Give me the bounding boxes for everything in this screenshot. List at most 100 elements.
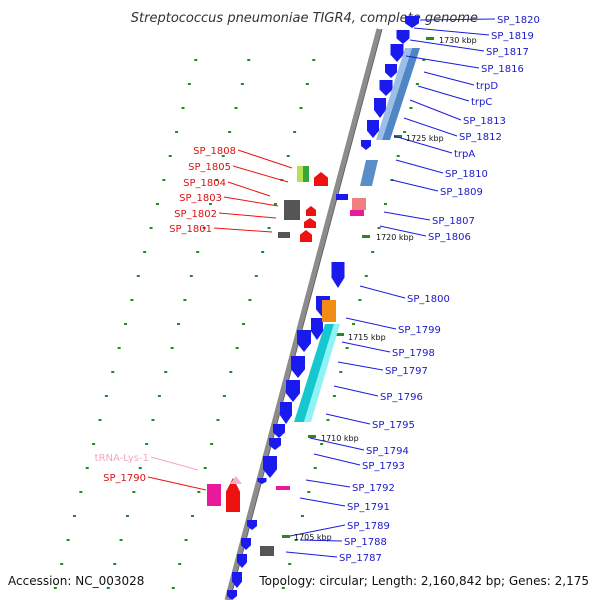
plus-strand-gene-arrow <box>405 16 419 28</box>
guide-dot <box>72 515 76 517</box>
map-title: Streptococcus pneumoniae TIGR4, complete… <box>131 11 478 26</box>
gene-label-sp-1802[interactable]: SP_1802 <box>174 209 217 220</box>
plus-strand-gene-arrow <box>297 330 311 352</box>
guide-dot <box>138 467 142 469</box>
plus-strand-gene-arrow <box>374 98 386 118</box>
guide-dot <box>189 275 193 277</box>
gene-label-trpa[interactable]: trpA <box>454 149 475 160</box>
gene-label-sp-1795[interactable]: SP_1795 <box>372 420 415 431</box>
guide-dot <box>396 155 400 157</box>
guide-dot <box>117 347 121 349</box>
kbp-tick-mark <box>336 333 344 336</box>
gene-label-sp-1800[interactable]: SP_1800 <box>407 294 450 305</box>
guide-dot <box>300 515 304 517</box>
right-label-leader <box>395 159 444 174</box>
gene-label-sp-1801[interactable]: SP_1801 <box>169 224 212 235</box>
gene-label-sp-1796[interactable]: SP_1796 <box>380 392 423 403</box>
guide-dot <box>305 83 309 85</box>
guide-dot <box>312 59 316 61</box>
right-label-leader <box>383 211 431 221</box>
gene-label-trpc[interactable]: trpC <box>471 97 492 108</box>
plus-strand-gene-arrow <box>237 554 247 568</box>
gene-label-sp-1804[interactable]: SP_1804 <box>183 178 226 189</box>
guide-dot <box>155 203 159 205</box>
right-label-leader <box>299 539 343 542</box>
gene-label-sp-1787[interactable]: SP_1787 <box>339 553 382 564</box>
right-label-leader <box>391 179 439 192</box>
gene-label-sp-1788[interactable]: SP_1788 <box>344 537 387 548</box>
gene-label-sp-1803[interactable]: SP_1803 <box>179 193 222 204</box>
guide-dot <box>98 419 102 421</box>
gene-label-sp-1816[interactable]: SP_1816 <box>481 64 524 75</box>
guide-dot <box>422 59 426 61</box>
gene-label-sp-1820[interactable]: SP_1820 <box>497 15 540 26</box>
plus-strand-gene-arrow <box>291 356 305 378</box>
guide-dot <box>358 299 362 301</box>
left-label-leader <box>223 196 279 207</box>
right-label-leader <box>359 285 406 299</box>
kbp-tick-mark <box>394 135 402 138</box>
guide-dot <box>136 275 140 277</box>
gene-label-sp-1799[interactable]: SP_1799 <box>398 325 441 336</box>
guide-dot <box>339 371 343 373</box>
right-label-leader <box>409 99 462 121</box>
guide-dot <box>234 107 238 109</box>
left-label-leader <box>227 181 271 197</box>
sp-1792-gene <box>276 486 290 490</box>
gene-label-trpd[interactable]: trpD <box>476 81 498 92</box>
gene-label-sp-1819[interactable]: SP_1819 <box>491 31 534 42</box>
sp-1807b-gene <box>336 194 348 200</box>
guide-dot <box>178 563 182 565</box>
gene-label-sp-1806[interactable]: SP_1806 <box>428 232 471 243</box>
genome-backbone <box>224 28 382 600</box>
gene-label-sp-1792[interactable]: SP_1792 <box>352 483 395 494</box>
sp-1799-gene <box>322 300 336 322</box>
guide-dot <box>313 467 317 469</box>
guide-dot <box>267 227 271 229</box>
sp-1806-gene <box>350 210 364 216</box>
gene-label-sp-1807[interactable]: SP_1807 <box>432 216 475 227</box>
right-label-leader <box>289 524 346 537</box>
guide-dot <box>162 179 166 181</box>
gene-label-sp-1812[interactable]: SP_1812 <box>459 132 502 143</box>
guide-dot <box>92 443 96 445</box>
kbp-tick-1710: 1710 kbp <box>321 434 359 443</box>
gene-label-sp-1798[interactable]: SP_1798 <box>392 348 435 359</box>
plus-strand-gene-arrow <box>390 44 404 62</box>
gene-label-sp-1794[interactable]: SP_1794 <box>366 446 409 457</box>
guide-dot <box>261 251 265 253</box>
guide-dot <box>202 227 206 229</box>
gene-label-sp-1809[interactable]: SP_1809 <box>440 187 483 198</box>
genome-backbone-shadow <box>229 28 383 600</box>
guide-dot <box>403 131 407 133</box>
right-label-leader <box>393 135 453 154</box>
gene-label-sp-1808[interactable]: SP_1808 <box>193 146 236 157</box>
guide-dot <box>293 131 297 133</box>
sp-1801-gene <box>278 232 290 238</box>
guide-dot <box>229 371 233 373</box>
gene-label-sp-1790[interactable]: SP_1790 <box>103 473 146 484</box>
gene-label-sp-1805[interactable]: SP_1805 <box>188 162 231 173</box>
guide-dot <box>145 443 149 445</box>
gene-label-sp-1813[interactable]: SP_1813 <box>463 116 506 127</box>
gene-label-trna-lys-1[interactable]: tRNA-Lys-1 <box>95 453 149 464</box>
right-label-leader <box>403 117 458 137</box>
guide-dot <box>216 419 220 421</box>
plus-strand-gene-arrow <box>273 424 285 438</box>
right-label-leader <box>345 317 397 330</box>
guide-dot <box>377 227 381 229</box>
guide-dot <box>187 83 191 85</box>
gene-label-sp-1789[interactable]: SP_1789 <box>347 521 390 532</box>
guide-dot <box>113 563 117 565</box>
gene-label-sp-1793[interactable]: SP_1793 <box>362 461 405 472</box>
plus-strand-gene-arrow <box>232 572 242 588</box>
gene-label-sp-1797[interactable]: SP_1797 <box>385 366 428 377</box>
guide-dot <box>215 179 219 181</box>
plus-strand-gene-arrow <box>331 262 345 288</box>
right-label-leader <box>341 341 391 353</box>
gene-label-sp-1810[interactable]: SP_1810 <box>445 169 488 180</box>
guide-dot <box>345 347 349 349</box>
left-label-leader <box>147 476 207 491</box>
gene-label-sp-1791[interactable]: SP_1791 <box>347 502 390 513</box>
gene-label-sp-1817[interactable]: SP_1817 <box>486 47 529 58</box>
